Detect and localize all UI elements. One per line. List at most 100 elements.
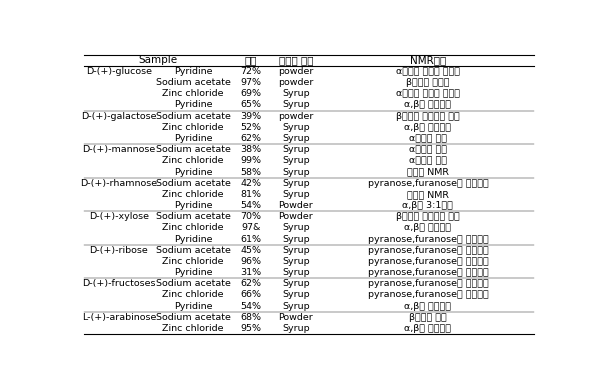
Text: 95%: 95% [240, 324, 261, 333]
Text: Syrup: Syrup [282, 179, 310, 188]
Text: powder: powder [278, 67, 313, 76]
Text: Sodium acetate: Sodium acetate [155, 78, 230, 87]
Text: L-(+)-arabinose: L-(+)-arabinose [82, 313, 156, 322]
Text: 결과물 상태: 결과물 상태 [279, 55, 313, 65]
Text: Syrup: Syrup [282, 190, 310, 199]
Text: α,β가 3:1정도: α,β가 3:1정도 [402, 201, 453, 210]
Text: 54%: 54% [240, 201, 261, 210]
Text: Syrup: Syrup [282, 268, 310, 277]
Text: Powder: Powder [279, 212, 313, 221]
Text: Syrup: Syrup [282, 324, 310, 333]
Text: D-(+)-fructoses: D-(+)-fructoses [82, 279, 155, 288]
Text: 62%: 62% [240, 279, 261, 288]
Text: α형태가 월등히 나타남: α형태가 월등히 나타남 [396, 67, 460, 76]
Text: Sodium acetate: Sodium acetate [155, 279, 230, 288]
Text: Zinc chloride: Zinc chloride [162, 324, 224, 333]
Text: powder: powder [278, 112, 313, 121]
Text: Syrup: Syrup [282, 290, 310, 299]
Text: Zinc chloride: Zinc chloride [162, 190, 224, 199]
Text: 99%: 99% [240, 156, 261, 165]
Text: Sodium acetate: Sodium acetate [155, 179, 230, 188]
Text: Pyridine: Pyridine [174, 134, 212, 143]
Text: 61%: 61% [240, 235, 261, 244]
Text: Syrup: Syrup [282, 123, 310, 132]
Text: α형태로 나옴: α형태로 나옴 [409, 145, 447, 154]
Text: D-(+)-glucose: D-(+)-glucose [86, 67, 152, 76]
Text: Syrup: Syrup [282, 145, 310, 154]
Text: α,β가 섭여있음: α,β가 섭여있음 [404, 302, 451, 311]
Text: Pyridine: Pyridine [174, 235, 212, 244]
Text: 81%: 81% [240, 190, 261, 199]
Text: α,β가 섭여있음: α,β가 섭여있음 [404, 100, 451, 110]
Text: Zinc chloride: Zinc chloride [162, 123, 224, 132]
Text: Sodium acetate: Sodium acetate [155, 112, 230, 121]
Text: Syrup: Syrup [282, 156, 310, 165]
Text: Zinc chloride: Zinc chloride [162, 257, 224, 266]
Text: Sodium acetate: Sodium acetate [155, 212, 230, 221]
Text: Zinc chloride: Zinc chloride [162, 223, 224, 232]
Text: α,β가 섭여있음: α,β가 섭여있음 [404, 123, 451, 132]
Text: pyranose,furanose가 섭여있음: pyranose,furanose가 섭여있음 [368, 279, 489, 288]
Text: Syrup: Syrup [282, 100, 310, 110]
Text: NMR결과: NMR결과 [410, 55, 446, 65]
Text: Zinc chloride: Zinc chloride [162, 89, 224, 98]
Text: Syrup: Syrup [282, 246, 310, 255]
Text: Sample: Sample [139, 55, 178, 65]
Text: α형태로 나옴: α형태로 나옴 [409, 156, 447, 165]
Text: 54%: 54% [240, 302, 261, 311]
Text: pyranose,furanose가 섭여있음: pyranose,furanose가 섭여있음 [368, 235, 489, 244]
Text: 70%: 70% [240, 212, 261, 221]
Text: Syrup: Syrup [282, 257, 310, 266]
Text: Sodium acetate: Sodium acetate [155, 145, 230, 154]
Text: 62%: 62% [240, 134, 261, 143]
Text: Syrup: Syrup [282, 168, 310, 176]
Text: Syrup: Syrup [282, 89, 310, 98]
Text: 42%: 42% [240, 179, 261, 188]
Text: α형태가 월등: α형태가 월등 [409, 134, 447, 143]
Text: Pyridine: Pyridine [174, 268, 212, 277]
Text: D-(+)-galactose: D-(+)-galactose [81, 112, 157, 121]
Text: Pyridine: Pyridine [174, 100, 212, 110]
Text: Syrup: Syrup [282, 302, 310, 311]
Text: D-(+)-ribose: D-(+)-ribose [90, 246, 148, 255]
Text: pyranose,furanose가 섭여있음: pyranose,furanose가 섭여있음 [368, 268, 489, 277]
Text: Pyridine: Pyridine [174, 67, 212, 76]
Text: Pyridine: Pyridine [174, 201, 212, 210]
Text: 45%: 45% [240, 246, 261, 255]
Text: pyranose,furanose가 섭여있음: pyranose,furanose가 섭여있음 [368, 257, 489, 266]
Text: Powder: Powder [279, 313, 313, 322]
Text: α,β가 섭여있음: α,β가 섭여있음 [404, 223, 451, 232]
Text: powder: powder [278, 78, 313, 87]
Text: pyranose,furanose가 섭여있음: pyranose,furanose가 섭여있음 [368, 179, 489, 188]
Text: β형태만 깨끗하게 나옴: β형태만 깨끗하게 나옴 [396, 212, 460, 221]
Text: 69%: 69% [240, 89, 261, 98]
Text: D-(+)-rhamnose: D-(+)-rhamnose [80, 179, 157, 188]
Text: Syrup: Syrup [282, 134, 310, 143]
Text: D-(+)-xylose: D-(+)-xylose [89, 212, 149, 221]
Text: β형태만 나타남: β형태만 나타남 [406, 78, 450, 87]
Text: 96%: 96% [240, 257, 261, 266]
Text: 97%: 97% [240, 78, 261, 87]
Text: 66%: 66% [240, 290, 261, 299]
Text: pyranose,furanose가 섭여있음: pyranose,furanose가 섭여있음 [368, 246, 489, 255]
Text: Sodium acetate: Sodium acetate [155, 313, 230, 322]
Text: 72%: 72% [240, 67, 261, 76]
Text: 깨끗한 NMR: 깨끗한 NMR [407, 168, 449, 176]
Text: Powder: Powder [279, 201, 313, 210]
Text: D-(+)-mannose: D-(+)-mannose [83, 145, 155, 154]
Text: 깨끗한 NMR: 깨끗한 NMR [407, 190, 449, 199]
Text: Syrup: Syrup [282, 223, 310, 232]
Text: 38%: 38% [240, 145, 261, 154]
Text: Zinc chloride: Zinc chloride [162, 156, 224, 165]
Text: 68%: 68% [240, 313, 261, 322]
Text: 수율: 수율 [245, 55, 257, 65]
Text: 58%: 58% [240, 168, 261, 176]
Text: α형태가 월등히 나타남: α형태가 월등히 나타남 [396, 89, 460, 98]
Text: Zinc chloride: Zinc chloride [162, 290, 224, 299]
Text: 39%: 39% [240, 112, 261, 121]
Text: Sodium acetate: Sodium acetate [155, 246, 230, 255]
Text: Pyridine: Pyridine [174, 302, 212, 311]
Text: Syrup: Syrup [282, 279, 310, 288]
Text: 31%: 31% [240, 268, 261, 277]
Text: Pyridine: Pyridine [174, 168, 212, 176]
